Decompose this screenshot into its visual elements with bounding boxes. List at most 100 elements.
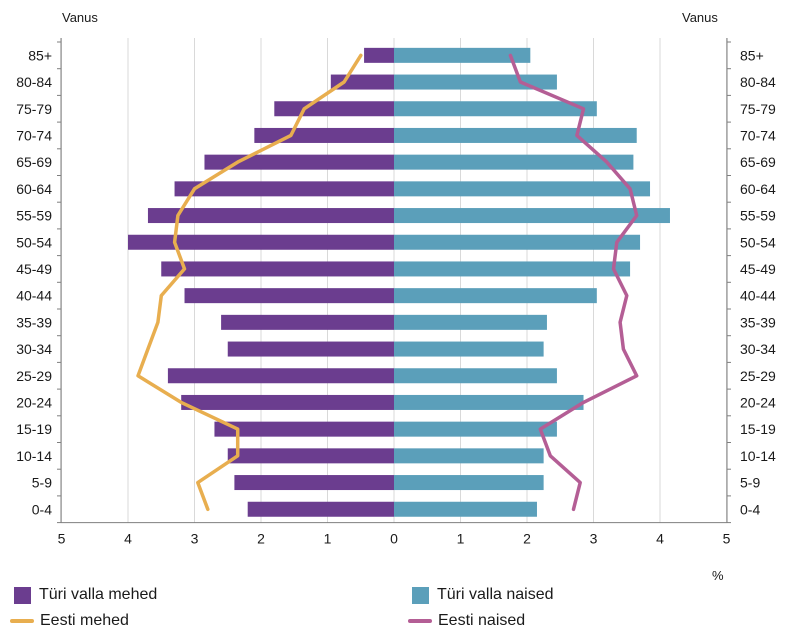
- bar-women: [394, 181, 651, 197]
- bar-men: [167, 368, 394, 384]
- bar-women: [394, 127, 637, 143]
- category-label-left: 75-79: [16, 101, 52, 117]
- x-tick-label: 1: [324, 531, 332, 547]
- category-label-right: 65-69: [740, 154, 776, 170]
- bar-men: [247, 501, 394, 517]
- category-label-left: 5-9: [32, 475, 52, 491]
- category-label-left: 10-14: [16, 448, 52, 464]
- bar-women: [394, 74, 557, 90]
- bar-women: [394, 154, 634, 170]
- category-label-right: 60-64: [740, 181, 776, 197]
- legend-label: Eesti mehed: [40, 612, 129, 629]
- x-tick-label: 2: [257, 531, 265, 547]
- x-unit-label: %: [712, 568, 724, 583]
- x-tick-label: 3: [590, 531, 598, 547]
- axes: [57, 38, 731, 524]
- bar-men: [227, 448, 394, 464]
- bar-men: [254, 127, 394, 143]
- category-label-right: 55-59: [740, 208, 776, 224]
- bar-women: [394, 368, 557, 384]
- category-label-right: 70-74: [740, 127, 776, 143]
- bar-women: [394, 47, 531, 63]
- category-label-right: 10-14: [740, 448, 776, 464]
- x-tick-label: 5: [58, 531, 66, 547]
- bar-men: [221, 314, 394, 330]
- bar-women: [394, 341, 544, 357]
- category-label-right: 25-29: [740, 368, 776, 384]
- category-label-right: 35-39: [740, 314, 776, 330]
- bar-men: [330, 74, 394, 90]
- legend-swatch: [412, 586, 429, 604]
- bar-women: [394, 314, 547, 330]
- y-axis-label-left: Vanus: [62, 10, 98, 25]
- category-label-right: 85+: [740, 47, 764, 63]
- bar-women: [394, 234, 641, 250]
- y-axis-label-right: Vanus: [682, 10, 718, 25]
- bar-men: [364, 47, 394, 63]
- category-label-left: 45-49: [16, 261, 52, 277]
- bar-men: [184, 288, 394, 304]
- legend-label: Türi valla naised: [437, 586, 554, 603]
- category-label-right: 20-24: [740, 394, 776, 410]
- bar-men: [128, 234, 394, 250]
- category-label-right: 5-9: [740, 475, 760, 491]
- category-label-left: 0-4: [32, 501, 52, 517]
- labels: Vanus Vanus % 85+ 85+ 80-84 80-84 75-79 75-79…: [16, 10, 776, 583]
- x-tick-label: 5: [723, 531, 731, 547]
- bar-women: [394, 261, 631, 277]
- category-label-right: 75-79: [740, 101, 776, 117]
- legend-swatch: [14, 586, 31, 604]
- legend-item-men-line: Eesti mehed: [10, 612, 129, 630]
- category-label-right: 80-84: [740, 74, 776, 90]
- legend-item-women-line: Eesti naised: [408, 612, 525, 630]
- bar-women: [394, 101, 597, 117]
- legend-line-swatch: [10, 619, 34, 623]
- bar-women: [394, 501, 537, 517]
- bar-women: [394, 448, 544, 464]
- bars: [128, 47, 670, 517]
- category-label-left: 20-24: [16, 394, 52, 410]
- legend-label: Türi valla mehed: [39, 586, 158, 603]
- x-tick-label: 1: [457, 531, 465, 547]
- bar-men: [181, 394, 394, 410]
- category-label-right: 40-44: [740, 288, 776, 304]
- series-line-men: [136, 53, 363, 512]
- bar-women: [394, 208, 670, 224]
- legend-line-swatch: [408, 619, 432, 623]
- category-label-left: 55-59: [16, 208, 52, 224]
- category-label-right: 45-49: [740, 261, 776, 277]
- category-label-left: 35-39: [16, 314, 52, 330]
- series-lines: [136, 53, 639, 512]
- bar-men: [204, 154, 394, 170]
- category-label-left: 50-54: [16, 234, 52, 250]
- bar-men: [274, 101, 394, 117]
- bar-women: [394, 475, 544, 491]
- bar-women: [394, 421, 557, 437]
- legend-label: Eesti naised: [438, 612, 526, 629]
- bar-men: [214, 421, 394, 437]
- x-tick-label: 4: [124, 531, 132, 547]
- bar-women: [394, 288, 597, 304]
- bar-men: [227, 341, 394, 357]
- series-line-women: [508, 53, 639, 512]
- bar-men: [147, 208, 394, 224]
- category-label-right: 50-54: [740, 234, 776, 250]
- category-label-left: 60-64: [16, 181, 52, 197]
- category-label-left: 40-44: [16, 288, 52, 304]
- bar-men: [174, 181, 394, 197]
- category-label-left: 65-69: [16, 154, 52, 170]
- bar-women: [394, 394, 584, 410]
- category-label-left: 70-74: [16, 127, 52, 143]
- category-label-left: 80-84: [16, 74, 52, 90]
- category-label-left: 25-29: [16, 368, 52, 384]
- x-tick-label: 0: [390, 531, 398, 547]
- category-label-right: 30-34: [740, 341, 776, 357]
- bar-men: [161, 261, 394, 277]
- category-label-left: 15-19: [16, 421, 52, 437]
- legend-item-men-bars: Türi valla mehed: [14, 586, 157, 604]
- category-label-left: 30-34: [16, 341, 52, 357]
- bar-men: [234, 475, 394, 491]
- category-label-right: 0-4: [740, 501, 760, 517]
- x-tick-label: 3: [191, 531, 199, 547]
